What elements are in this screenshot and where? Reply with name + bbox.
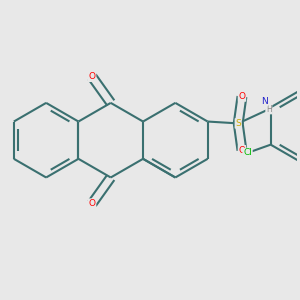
Text: H: H [266, 105, 272, 114]
Text: O: O [88, 72, 96, 81]
Text: O: O [238, 92, 245, 101]
Text: S: S [235, 119, 241, 128]
Text: O: O [88, 199, 96, 208]
Text: Cl: Cl [243, 148, 252, 158]
Text: O: O [238, 146, 245, 155]
Text: N: N [261, 97, 268, 106]
